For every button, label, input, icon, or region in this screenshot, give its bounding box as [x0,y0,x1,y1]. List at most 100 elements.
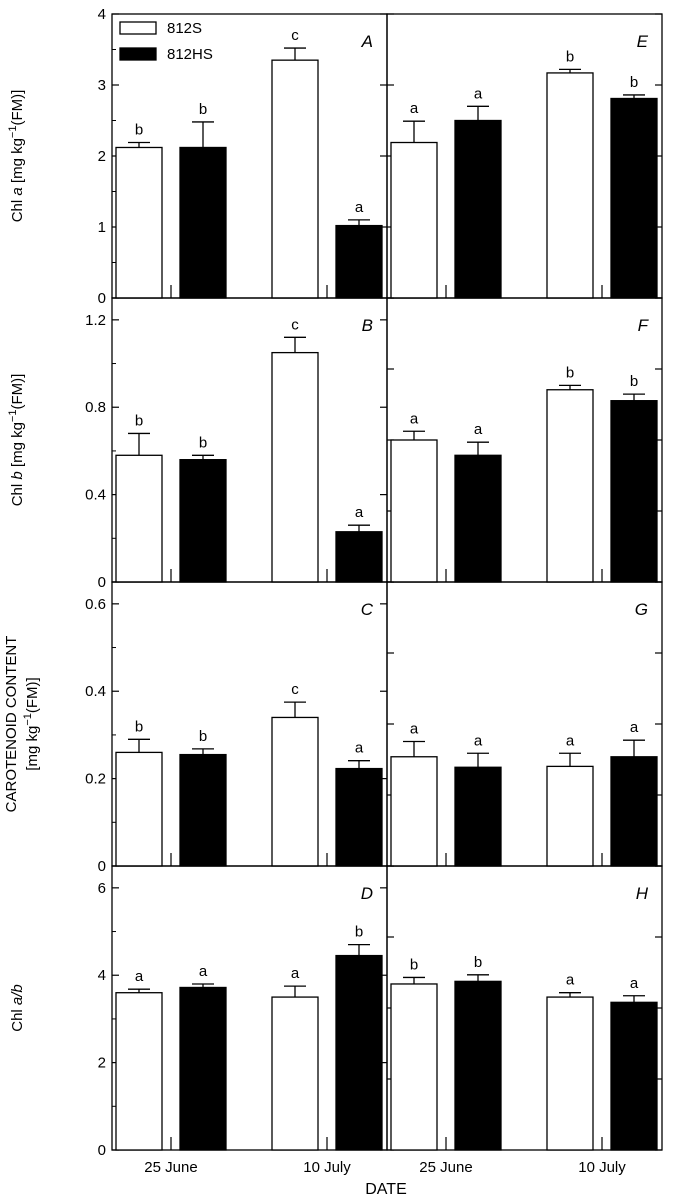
bar-812s [390,141,438,299]
bar-812s [115,454,163,583]
significance-letter: a [410,410,419,427]
panel-label: F [638,316,650,335]
bar-812s [390,439,438,583]
bar-812s [271,59,319,299]
x-axis-title: DATE [365,1181,406,1198]
significance-letter: b [566,48,574,65]
y-axis-title: Chl a/b [9,984,26,1032]
significance-letter: a [135,968,144,985]
significance-letter: a [291,965,300,982]
y-tick-label: 0.6 [85,596,106,613]
x-tick-label: 25 June [419,1159,472,1176]
significance-letter: a [474,732,483,749]
bar-812s [390,756,438,867]
y-title-italic: b [9,471,26,479]
y-axis-title-line2: [mg kg−1(FM)] [22,677,41,770]
y-title-italic: a [9,187,26,195]
panel-e: a a b b E [386,13,663,299]
y-tick-label: 0 [98,574,106,591]
bar-812hs [610,97,658,299]
panel-c: 0 0.2 0.4 0.6 b b c a C CAROTENOID CONTENT [mg kg−… [3,581,388,875]
y-title-part: (FM)] [9,374,26,410]
bar-812hs [454,980,502,1151]
panel-b: 0 0.4 0.8 1.2 b b c a B Chl b [mg kg−1(FM)] [7,297,388,591]
bar-812hs [179,986,227,1151]
significance-letter: a [474,85,483,102]
significance-letter: a [410,720,419,737]
x-tick-label: 10 July [303,1159,351,1176]
y-title-part: (FM)] [9,90,26,126]
significance-letter: c [291,27,299,44]
bar-812hs [610,1001,658,1151]
bar-812s [546,389,594,583]
y-title-part: (FM)] [24,677,41,713]
significance-letter: a [474,421,483,438]
bar-812hs [179,459,227,583]
bar-812hs [454,119,502,299]
bar-812hs [454,454,502,583]
legend: 812S 812HS [119,20,213,63]
y-title-superscript: −1 [22,713,34,726]
x-tick-label: 10 July [578,1159,626,1176]
bar-812hs [335,531,383,583]
significance-letter: c [291,316,299,333]
panel-f: a a b b F [386,297,663,583]
panel-label: H [636,884,649,903]
significance-letter: a [355,199,364,216]
significance-letter: a [199,963,208,980]
bar-812hs [335,224,383,299]
significance-letter: a [630,975,639,992]
y-tick-label: 3 [98,77,106,94]
x-tick-label: 25 June [144,1159,197,1176]
bar-812s [546,996,594,1151]
bar-812s [271,996,319,1151]
significance-letter: b [630,373,638,390]
panel-label: A [361,32,373,51]
bar-812hs [610,400,658,583]
panel-label: C [361,600,374,619]
significance-letter: b [630,74,638,91]
legend-swatch-812s [119,21,157,35]
y-tick-label: 0.4 [85,683,106,700]
y-tick-label: 2 [98,148,106,165]
bar-812hs [610,756,658,867]
legend-label-812s: 812S [167,20,202,37]
significance-letter: a [410,100,419,117]
y-tick-label: 2 [98,1055,106,1072]
y-tick-label: 4 [98,6,106,23]
y-tick-label: 0.4 [85,487,106,504]
significance-letter: b [474,954,482,971]
bar-812s [546,765,594,867]
bar-812hs [335,954,383,1151]
y-title-part: [mg kg [9,138,26,187]
bar-812s [115,751,163,867]
y-title-part: Chl [9,196,26,223]
significance-letter: b [135,122,143,139]
y-axis-title: Chl b [mg kg−1(FM)] [7,374,26,507]
bar-812s [271,716,319,867]
panel-label: G [635,600,648,619]
bar-812hs [335,767,383,867]
significance-letter: a [630,719,639,736]
significance-letter: b [199,728,207,745]
y-tick-label: 4 [98,967,106,984]
y-tick-label: 0.8 [85,399,106,416]
significance-letter: b [199,101,207,118]
significance-letter: a [566,972,575,989]
y-tick-label: 0 [98,858,106,875]
bar-812hs [179,753,227,867]
panel-label: E [637,32,649,51]
significance-letter: a [566,732,575,749]
bar-812hs [179,146,227,299]
y-title-superscript: −1 [7,126,19,139]
significance-letter: a [355,504,364,521]
y-tick-label: 0 [98,290,106,307]
bar-812s [271,351,319,583]
significance-letter: b [410,956,418,973]
panel-h: b b a a H 25 June 10 July [386,865,663,1176]
bar-812hs [454,766,502,867]
significance-letter: a [355,740,364,757]
significance-letter: b [135,718,143,735]
y-tick-label: 1.2 [85,312,106,329]
